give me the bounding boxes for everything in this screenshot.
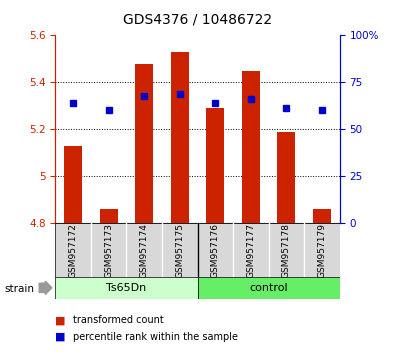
Text: ■: ■: [55, 315, 66, 325]
Text: GSM957179: GSM957179: [318, 223, 326, 278]
Bar: [242, 70, 260, 223]
Text: GSM957177: GSM957177: [246, 223, 255, 278]
Text: GDS4376 / 10486722: GDS4376 / 10486722: [123, 12, 272, 27]
Text: control: control: [249, 283, 288, 293]
Bar: [55, 277, 198, 299]
Bar: [313, 209, 331, 223]
Text: percentile rank within the sample: percentile rank within the sample: [73, 332, 238, 342]
Bar: [206, 108, 224, 223]
Text: GSM957174: GSM957174: [140, 223, 149, 278]
Text: GSM957173: GSM957173: [104, 223, 113, 278]
Text: GSM957178: GSM957178: [282, 223, 291, 278]
Text: transformed count: transformed count: [73, 315, 164, 325]
Text: Ts65Dn: Ts65Dn: [106, 283, 147, 293]
Bar: [277, 132, 295, 223]
Bar: [198, 277, 340, 299]
Bar: [171, 52, 189, 223]
FancyArrow shape: [39, 281, 52, 295]
Text: strain: strain: [4, 284, 34, 294]
Bar: [64, 145, 82, 223]
Bar: [135, 63, 153, 223]
Text: GSM957172: GSM957172: [69, 223, 77, 278]
Text: GSM957175: GSM957175: [175, 223, 184, 278]
Text: ■: ■: [55, 332, 66, 342]
Text: GSM957176: GSM957176: [211, 223, 220, 278]
Bar: [100, 209, 118, 223]
